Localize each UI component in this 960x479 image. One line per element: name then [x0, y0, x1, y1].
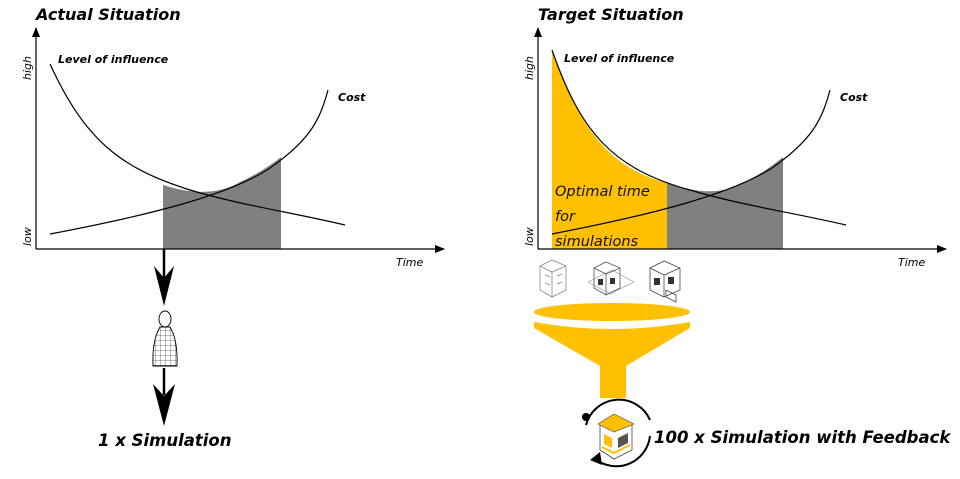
left-cost-label: Cost [338, 91, 366, 104]
right-result-label: 100 x Simulation with Feedback [654, 428, 951, 447]
right-title: Target Situation [538, 5, 684, 24]
arrow-down-icon [153, 368, 175, 426]
cycle-arrows-icon [582, 398, 651, 468]
right-panel: Target Situation high low Time Level of … [523, 5, 951, 468]
left-influence-curve [49, 63, 346, 226]
left-y-high: high [21, 56, 34, 80]
right-influence-curve [551, 49, 847, 226]
left-x-label: Time [396, 256, 423, 269]
optimal-text-line3: simulations [555, 234, 639, 250]
left-y-low: low [21, 227, 34, 246]
left-panel: Actual Situation high low Time Level of … [21, 5, 445, 450]
house-icon [597, 413, 635, 460]
optimal-text-line1: Optimal time [555, 184, 650, 200]
left-cost-curve [49, 89, 329, 235]
left-title: Actual Situation [34, 5, 181, 24]
left-result-label: 1 x Simulation [98, 431, 232, 450]
right-yellow-area [552, 50, 667, 249]
funnel-icon [534, 303, 690, 398]
building-model-icon [649, 260, 681, 303]
person-mesh-icon [152, 310, 178, 367]
arrow-down-icon [154, 249, 174, 306]
right-cost-curve [551, 89, 831, 235]
left-grey-band [163, 157, 281, 249]
building-model-icon [539, 259, 567, 298]
right-y-high: high [523, 56, 536, 80]
building-model-icon [587, 261, 635, 296]
right-cost-label: Cost [840, 91, 868, 104]
right-grey-band [667, 157, 783, 249]
right-x-label: Time [898, 256, 925, 269]
right-y-low: low [523, 227, 536, 246]
left-influence-label: Level of influence [58, 53, 169, 66]
optimal-text-line2: for [555, 209, 576, 225]
right-influence-label: Level of influence [564, 52, 675, 65]
